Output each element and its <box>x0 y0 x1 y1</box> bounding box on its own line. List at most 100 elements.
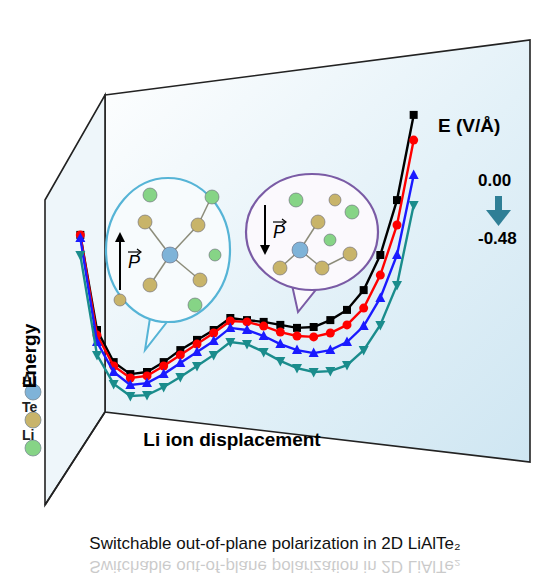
series-line <box>80 140 413 378</box>
marker <box>125 379 135 389</box>
marker <box>225 322 235 332</box>
marker <box>209 336 219 346</box>
marker <box>142 378 152 388</box>
legend-entry: -0.48 <box>478 229 517 248</box>
marker <box>276 328 285 337</box>
polarization-label: P <box>128 252 140 272</box>
legend-arrow <box>495 196 502 212</box>
atom <box>188 298 202 312</box>
polarization-arrow <box>264 205 266 249</box>
marker <box>109 367 119 377</box>
marker <box>259 322 268 331</box>
atom <box>345 205 359 219</box>
marker <box>376 271 385 280</box>
marker <box>192 362 202 372</box>
marker <box>392 281 402 291</box>
atom <box>324 234 336 246</box>
atom <box>343 247 357 261</box>
side-wall <box>45 95 105 505</box>
marker <box>409 201 419 211</box>
marker <box>326 316 334 324</box>
marker <box>242 325 252 335</box>
marker <box>309 332 318 341</box>
legend-entry: 0.00 <box>478 171 511 190</box>
marker <box>342 361 352 371</box>
marker <box>326 329 335 338</box>
arrow-head <box>115 232 125 242</box>
y-axis-label: Energy <box>19 323 40 388</box>
legend: E (V/Å) 0.00 -0.48 <box>438 115 517 248</box>
marker <box>142 391 152 401</box>
marker <box>393 196 401 204</box>
marker <box>125 392 135 402</box>
vector-head <box>282 219 286 225</box>
marker <box>75 232 85 242</box>
marker <box>175 373 185 383</box>
plot-area <box>75 111 418 402</box>
marker <box>392 250 402 260</box>
series-line <box>80 175 413 385</box>
series-line <box>80 205 413 396</box>
marker <box>175 358 185 368</box>
atom <box>114 294 126 306</box>
legend-title: E (V/Å) <box>438 115 500 136</box>
marker <box>92 351 102 361</box>
marker <box>359 321 369 331</box>
marker <box>275 357 285 367</box>
atom <box>143 188 157 202</box>
marker <box>309 368 319 378</box>
marker <box>209 351 219 361</box>
marker <box>259 348 269 358</box>
title: Switchable out-of-plane polarization in … <box>89 534 460 553</box>
marker <box>275 339 285 349</box>
atom <box>143 278 157 292</box>
marker <box>293 324 301 332</box>
vector-head <box>137 249 141 255</box>
vector-bar <box>128 251 140 252</box>
atom <box>273 261 287 275</box>
marker <box>293 332 302 341</box>
vector-bar <box>273 221 285 222</box>
marker <box>409 169 419 179</box>
atom <box>205 190 219 204</box>
atom <box>209 249 221 261</box>
bubble <box>106 178 230 322</box>
marker <box>159 369 169 379</box>
marker <box>309 348 319 358</box>
marker <box>393 221 402 230</box>
polarization-label: P <box>273 222 285 242</box>
marker <box>292 364 302 374</box>
atom-label: Te <box>22 399 38 415</box>
marker <box>359 304 368 313</box>
atom <box>138 215 152 229</box>
atom <box>315 261 329 275</box>
marker <box>325 345 335 355</box>
background <box>0 0 550 578</box>
polarization-arrow <box>119 238 121 290</box>
arrow-head <box>260 245 270 255</box>
marker <box>376 251 384 259</box>
atom <box>311 215 325 229</box>
marker <box>259 331 269 341</box>
insets <box>106 174 378 350</box>
bubble <box>246 174 378 290</box>
marker <box>409 136 418 145</box>
floor-edge <box>45 412 105 505</box>
atom <box>329 194 341 206</box>
x-axis-label: Li ion displacement <box>143 429 321 450</box>
marker <box>75 251 85 261</box>
marker <box>159 383 169 393</box>
marker <box>359 346 369 356</box>
marker <box>225 338 235 348</box>
marker <box>342 337 352 347</box>
back-wall <box>105 40 530 462</box>
legend-arrow-head <box>486 210 511 226</box>
marker <box>242 340 252 350</box>
marker <box>292 345 302 355</box>
marker <box>410 111 418 119</box>
marker <box>109 380 119 390</box>
atom <box>289 193 303 207</box>
atom <box>292 242 308 258</box>
marker <box>375 292 385 302</box>
atom <box>162 247 178 263</box>
